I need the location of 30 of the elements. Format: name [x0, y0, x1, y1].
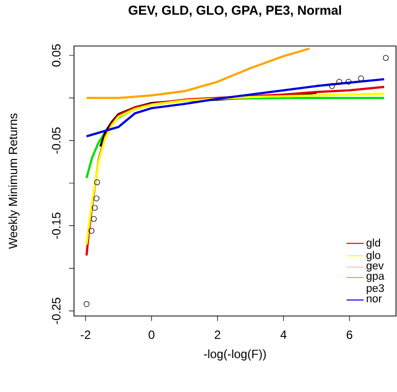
x-tick-label: -2: [80, 330, 90, 339]
x-tick-label: 6: [346, 330, 352, 339]
line-series: [85, 47, 311, 100]
point: [94, 196, 100, 202]
point: [329, 83, 335, 89]
legend-label: gpa: [366, 274, 384, 282]
legend-label: glo: [366, 251, 380, 262]
y-tick-label: -0.15: [52, 212, 60, 239]
point: [336, 78, 342, 85]
chart-title: GEV, GLD, GLO, GPA, PE3, Normal: [128, 5, 341, 17]
point: [94, 179, 100, 186]
y-tick-label: -0.05: [52, 127, 60, 154]
point: [90, 216, 97, 222]
x-tick-label: 2: [214, 330, 220, 339]
point: [92, 204, 98, 211]
text: pe3: [366, 284, 384, 294]
point: [346, 78, 352, 85]
legend-label: gev: [366, 263, 384, 272]
point: [88, 228, 94, 234]
x-axis-title: -log(-log(F)): [204, 349, 266, 361]
legend-label: gld: [366, 238, 380, 249]
x-tick-label: 0: [148, 330, 154, 339]
point: [84, 301, 90, 307]
y-axis-title: Weekly Minimum Returns: [8, 113, 20, 249]
x-tick-label: 4: [280, 330, 286, 339]
point: [382, 55, 389, 61]
point: [358, 75, 364, 82]
legend-label: nor: [366, 296, 382, 302]
y-tick-label: 0.05: [52, 44, 60, 67]
y-tick-label: -0.25: [52, 298, 60, 324]
